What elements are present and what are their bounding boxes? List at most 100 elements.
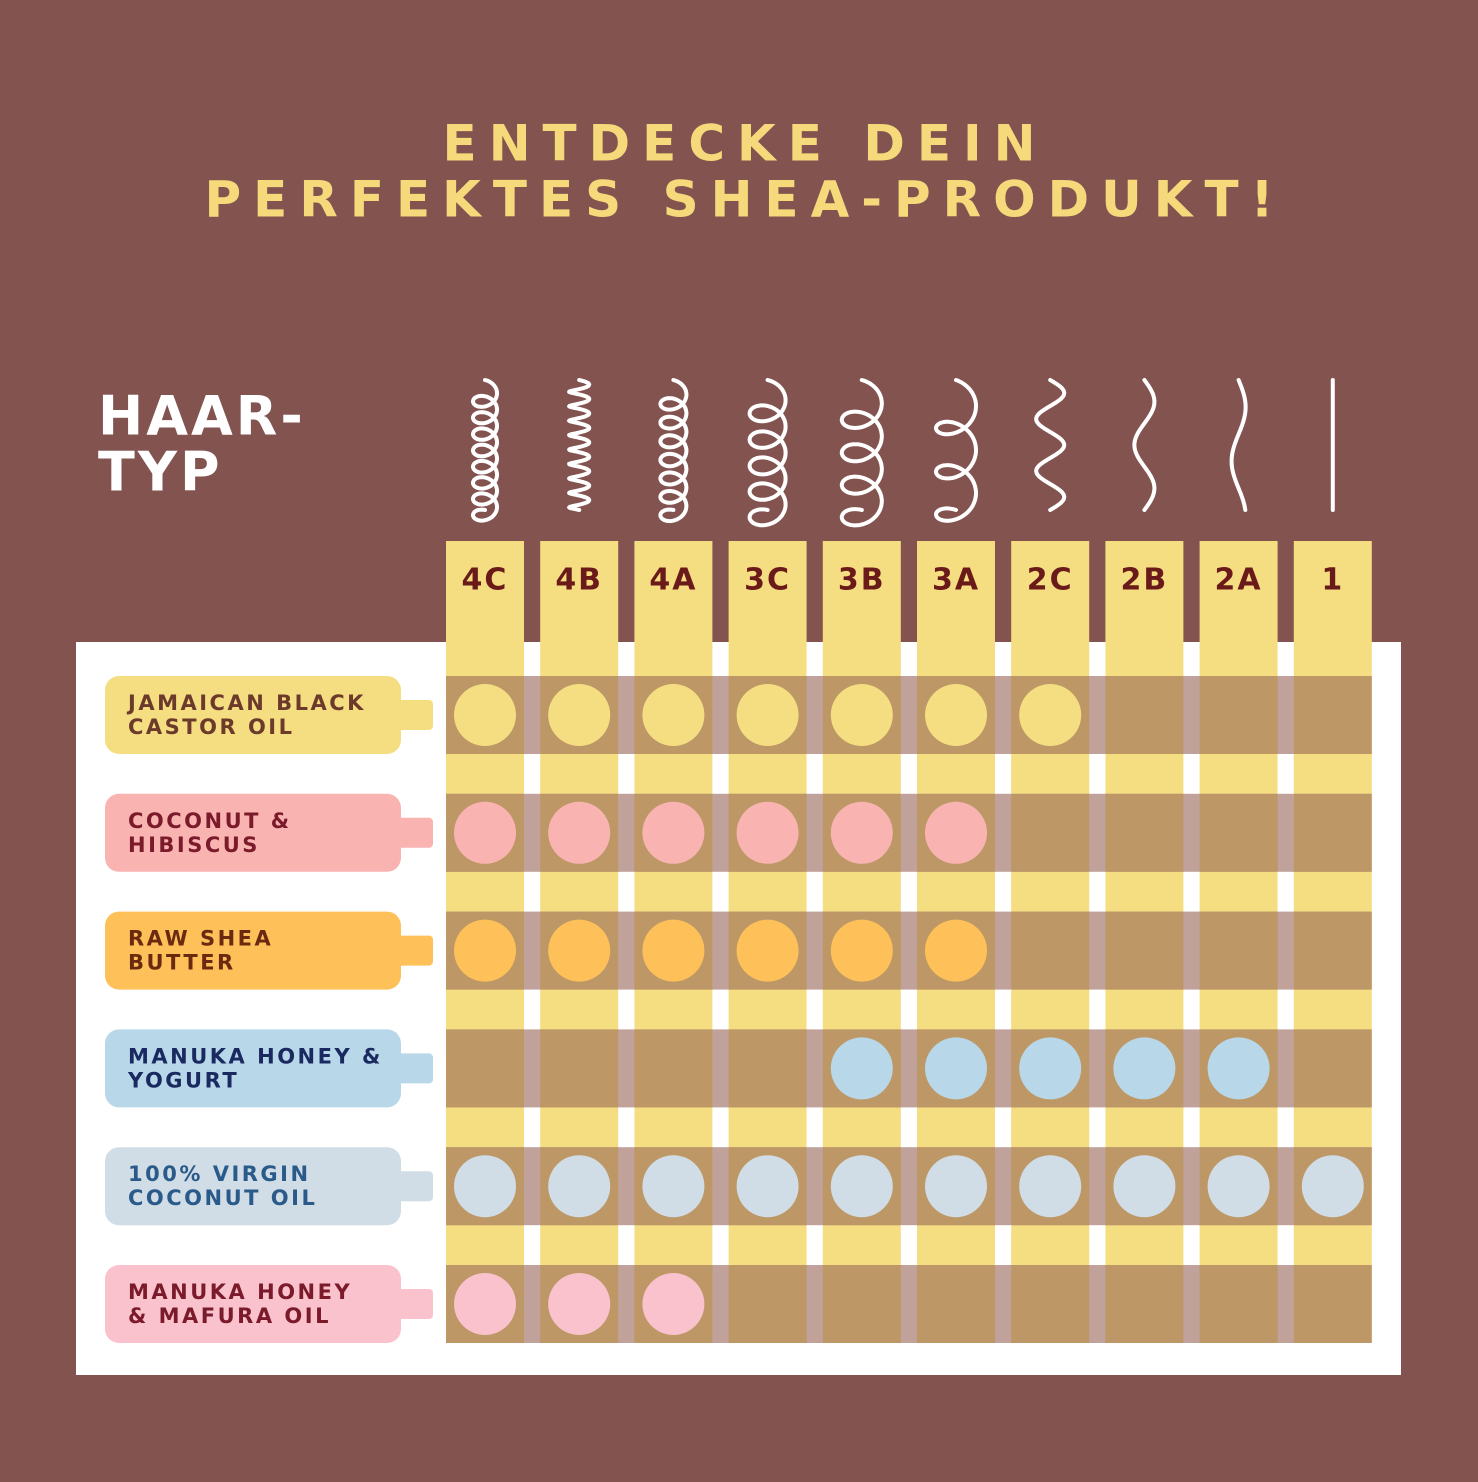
cell <box>1199 793 1278 872</box>
cell <box>1293 911 1372 990</box>
cell <box>1105 911 1184 990</box>
suitability-dot <box>1019 684 1082 746</box>
cell <box>1199 1265 1278 1343</box>
cell <box>1105 676 1184 754</box>
cell <box>1293 793 1372 872</box>
cell <box>728 1265 807 1343</box>
cell <box>1293 676 1372 754</box>
hair-icon <box>1132 378 1157 512</box>
product-name: HIBISCUS <box>128 833 260 857</box>
cell <box>1199 911 1278 990</box>
suitability-dot <box>548 684 611 746</box>
column-label: 2C <box>1027 563 1074 598</box>
column-label: 3A <box>932 563 980 598</box>
hair-icon <box>934 378 978 523</box>
hair-icon <box>839 378 884 528</box>
suitability-dot <box>925 801 987 864</box>
suitability-dot <box>454 1273 516 1335</box>
hair-type-label: TYP <box>98 441 223 504</box>
suitability-dot <box>1113 1155 1176 1218</box>
suitability-dot <box>454 1155 516 1218</box>
suitability-dot <box>1301 1155 1364 1218</box>
product-name: 100% VIRGIN <box>128 1162 311 1186</box>
suitability-dot <box>925 1155 987 1218</box>
suitability-dot <box>454 801 516 864</box>
product-name: COCONUT & <box>128 809 292 833</box>
suitability-dot <box>830 1037 893 1100</box>
column-label: 2B <box>1121 563 1169 598</box>
suitability-dot <box>548 919 611 982</box>
bottle-body <box>105 1147 401 1226</box>
product-name: JAMAICAN BLACK <box>126 691 366 715</box>
suitability-dot <box>1019 1037 1082 1100</box>
suitability-dot <box>1207 1155 1270 1218</box>
suitability-dot <box>736 919 799 982</box>
product-name: COCONUT OIL <box>128 1186 317 1210</box>
product-name: & MAFURA OIL <box>128 1304 331 1328</box>
cell <box>1105 793 1184 872</box>
cell <box>728 1029 807 1108</box>
product-name: YOGURT <box>127 1068 239 1092</box>
cell <box>540 1029 619 1108</box>
hair-icon <box>1034 378 1067 512</box>
suitability-dot <box>454 919 516 982</box>
suitability-dot <box>925 1037 987 1100</box>
suitability-dot <box>548 1273 611 1335</box>
cell <box>1011 793 1090 872</box>
hair-icon <box>658 378 689 524</box>
cell <box>1105 1265 1184 1343</box>
cell <box>1293 1029 1372 1108</box>
hair-icon <box>566 378 592 512</box>
suitability-dot <box>642 919 705 982</box>
cell <box>446 1029 524 1108</box>
suitability-dot <box>642 684 705 746</box>
hair-icon <box>1229 378 1248 512</box>
cell <box>1011 911 1090 990</box>
suitability-dot <box>736 684 799 746</box>
suitability-dot <box>548 801 611 864</box>
column-label: 4B <box>555 563 603 598</box>
bottle-body <box>105 676 401 754</box>
suitability-dot <box>1019 1155 1082 1218</box>
suitability-dot <box>736 1155 799 1218</box>
cell <box>917 1265 995 1343</box>
product-name: BUTTER <box>128 951 236 975</box>
column-label: 1 <box>1321 563 1344 598</box>
suitability-dot <box>1207 1037 1270 1100</box>
suitability-dot <box>642 1273 705 1335</box>
product-name: CASTOR OIL <box>128 715 295 739</box>
suitability-dot <box>830 919 893 982</box>
title-line: PERFEKTES SHEA-PRODUKT! <box>205 171 1286 229</box>
title-line: ENTDECKE DEIN <box>443 115 1048 173</box>
suitability-dot <box>830 801 893 864</box>
suitability-dot <box>548 1155 611 1218</box>
product-name: MANUKA HONEY <box>128 1280 352 1304</box>
suitability-dot <box>925 684 987 746</box>
hair-type-label: HAAR- <box>98 385 306 448</box>
bottle-body <box>105 911 401 990</box>
suitability-dot <box>454 684 516 746</box>
suitability-dot <box>830 684 893 746</box>
cell <box>822 1265 901 1343</box>
suitability-dot <box>736 801 799 864</box>
cell <box>1199 676 1278 754</box>
hair-icon <box>747 378 788 528</box>
cell <box>1011 1265 1090 1343</box>
hair-icon <box>471 378 499 523</box>
product-name: RAW SHEA <box>128 927 273 951</box>
column-label: 4A <box>649 563 697 598</box>
bottle-body <box>105 1265 401 1343</box>
column-label: 3B <box>838 563 886 598</box>
column-label: 4C <box>462 563 509 598</box>
cell <box>634 1029 713 1108</box>
suitability-dot <box>642 801 705 864</box>
bottle-body <box>105 793 401 872</box>
suitability-dot <box>925 919 987 982</box>
cell <box>1293 1265 1372 1343</box>
product-name: MANUKA HONEY & <box>128 1044 383 1068</box>
suitability-dot <box>1113 1037 1176 1100</box>
column-label: 2A <box>1215 563 1263 598</box>
suitability-dot <box>830 1155 893 1218</box>
